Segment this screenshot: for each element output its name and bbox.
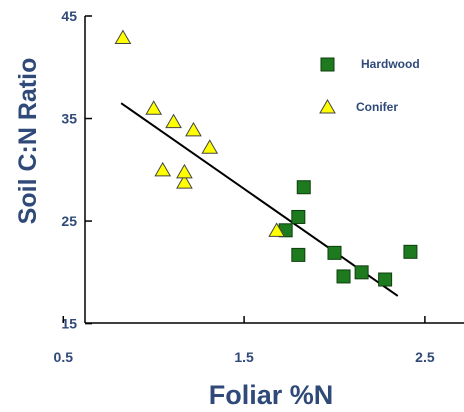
axes bbox=[84, 16, 464, 324]
legend-hardwood-marker bbox=[320, 57, 335, 72]
legend-conifer-marker bbox=[319, 98, 336, 114]
conifer-point bbox=[176, 163, 193, 179]
y-ticks: 15 25 35 45 bbox=[61, 8, 92, 332]
conifer-point bbox=[185, 121, 202, 137]
conifer-point bbox=[114, 29, 132, 45]
conifer-point bbox=[154, 161, 172, 177]
hardwood-point bbox=[296, 180, 311, 195]
hardwood-point bbox=[378, 272, 393, 287]
hardwood-point bbox=[291, 247, 306, 262]
legend: Hardwood Conifer bbox=[319, 57, 420, 114]
hardwood-point bbox=[327, 245, 342, 260]
conifer-point bbox=[145, 100, 163, 115]
hardwood-point bbox=[354, 265, 369, 280]
conifer-point bbox=[268, 222, 285, 237]
hardwood-point bbox=[336, 269, 351, 284]
trend-line-group bbox=[120, 102, 399, 297]
y-tick-label: 15 bbox=[61, 316, 77, 332]
legend-hardwood-label: Hardwood bbox=[361, 57, 420, 71]
x-tick-label: 1.5 bbox=[234, 349, 254, 365]
hardwood-point bbox=[403, 244, 418, 259]
x-tick-label: 0.5 bbox=[54, 349, 74, 365]
legend-conifer-label: Conifer bbox=[356, 100, 398, 114]
x-ticks: 0.5 1.5 2.5 bbox=[54, 316, 435, 365]
conifer-point bbox=[165, 113, 182, 129]
hardwood-point bbox=[291, 209, 306, 224]
trend-line bbox=[120, 102, 399, 297]
y-tick-label: 45 bbox=[61, 8, 77, 24]
y-tick-label: 25 bbox=[61, 213, 77, 229]
conifer-point bbox=[176, 174, 193, 189]
conifer-point bbox=[201, 139, 219, 154]
y-tick-label: 35 bbox=[61, 111, 77, 127]
x-tick-label: 2.5 bbox=[415, 349, 435, 365]
data-points bbox=[114, 29, 418, 287]
y-axis-title: Soil C:N Ratio bbox=[14, 58, 42, 225]
x-axis-title: Foliar %N bbox=[209, 380, 334, 410]
